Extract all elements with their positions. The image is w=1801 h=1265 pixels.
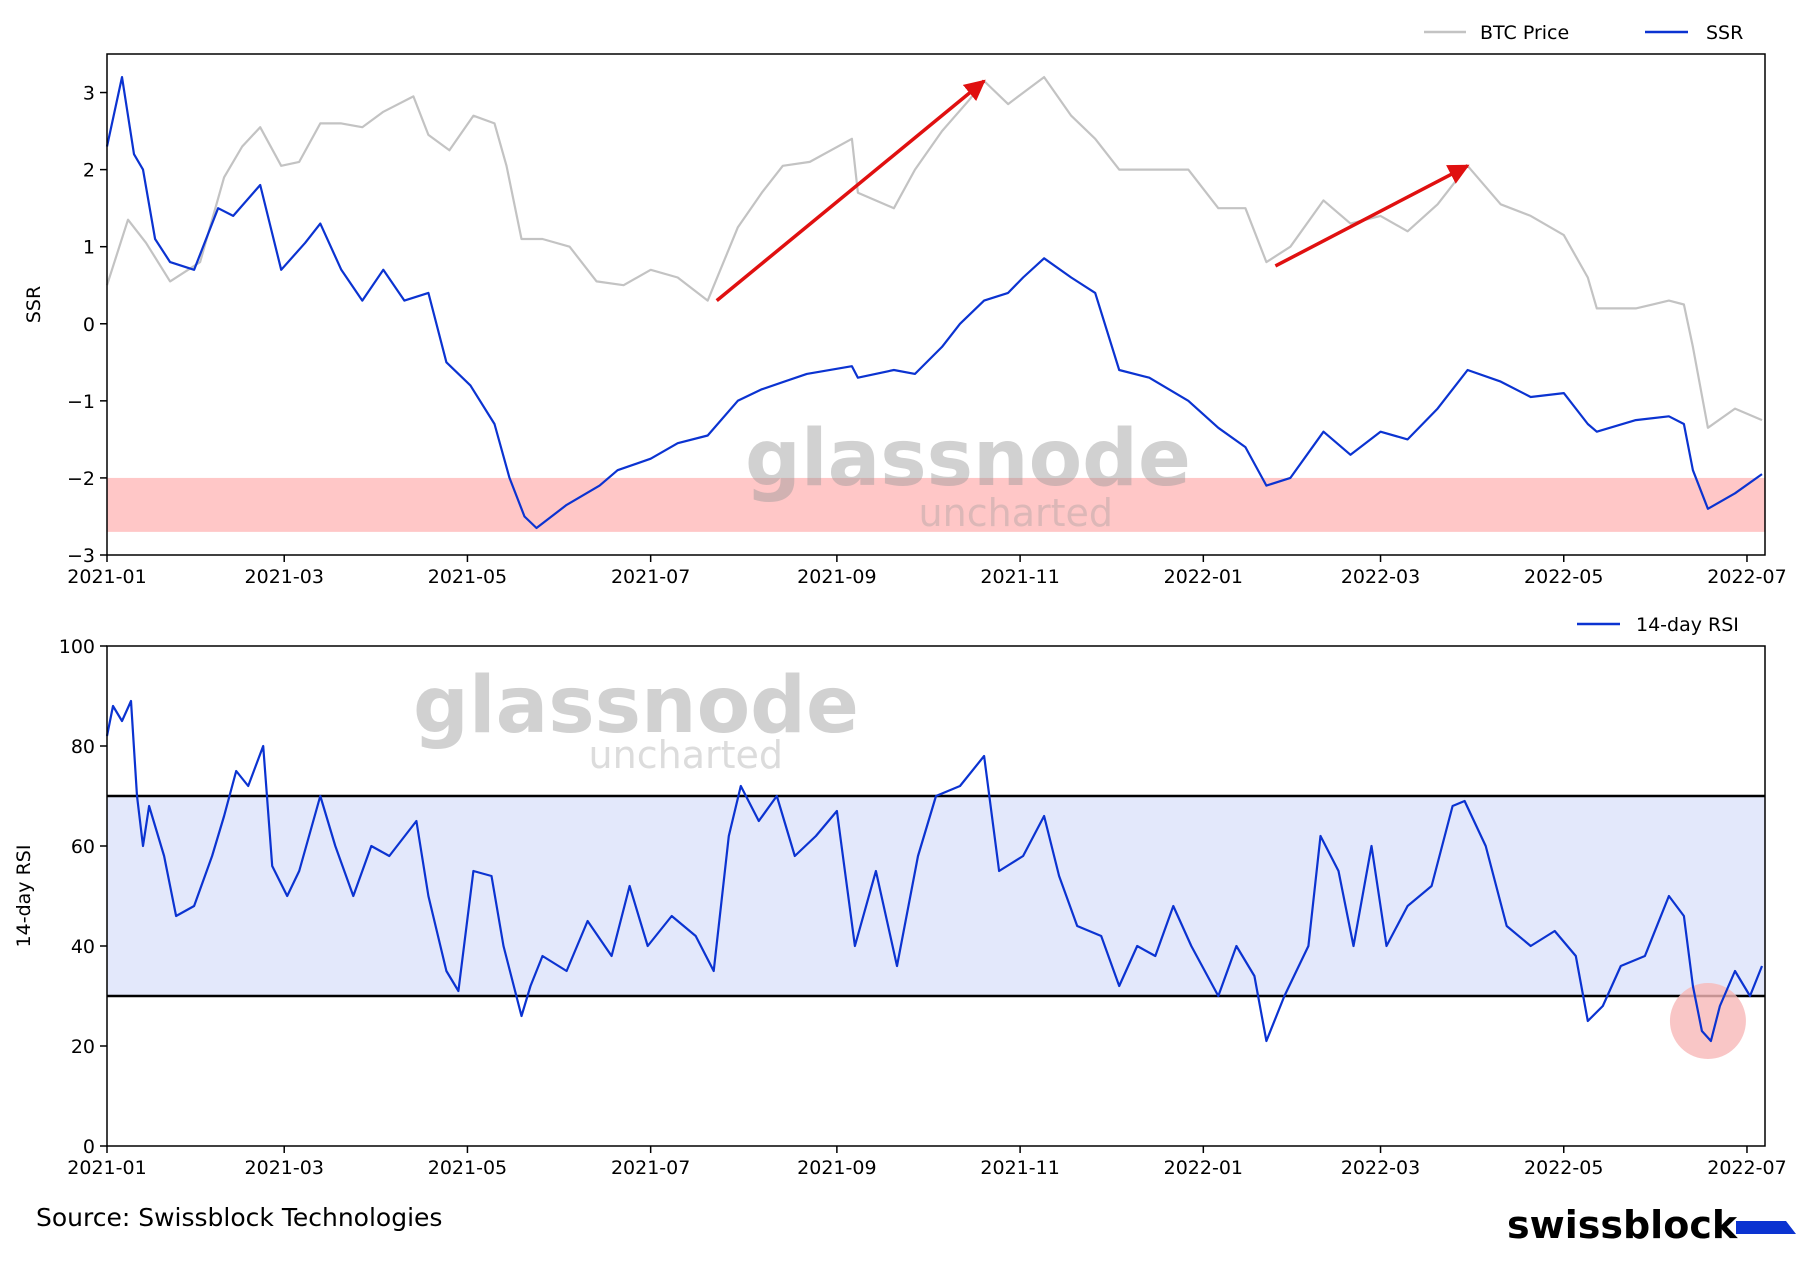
- y-axis-label: 14-day RSI: [13, 845, 35, 948]
- trend-arrow-2: [1274, 164, 1470, 268]
- y-tick-label: 1: [83, 237, 95, 259]
- x-tick-label: 2021-01: [67, 1157, 146, 1179]
- x-tick-label: 2021-09: [797, 566, 876, 588]
- watermark-sub-text: uncharted: [919, 491, 1113, 535]
- x-tick-label: 2021-03: [245, 566, 324, 588]
- y-tick-label: 40: [71, 936, 95, 958]
- watermark-sub-text: uncharted: [589, 733, 783, 777]
- legend-label: SSR: [1706, 22, 1743, 44]
- y-axis-label: SSR: [23, 286, 45, 323]
- x-tick-label: 2022-01: [1164, 1157, 1243, 1179]
- y-tick-label: 20: [71, 1036, 95, 1058]
- x-tick-label: 2021-11: [980, 566, 1059, 588]
- x-tick-label: 2021-01: [67, 566, 146, 588]
- series-line-14-day-rsi: [105, 699, 1764, 1043]
- y-tick-label: 2: [83, 160, 95, 182]
- y-tick-label: −2: [67, 468, 95, 490]
- highlight-circle: [1669, 983, 1746, 1059]
- x-tick-label: 2021-11: [980, 1157, 1059, 1179]
- x-tick-label: 2022-03: [1341, 566, 1420, 588]
- x-tick-label: 2021-03: [245, 1157, 324, 1179]
- y-tick-label: 80: [71, 736, 95, 758]
- y-tick-label: 60: [71, 836, 95, 858]
- threshold-band: [107, 477, 1765, 532]
- trend-arrow-1: [715, 79, 986, 302]
- x-tick-label: 2022-07: [1707, 566, 1786, 588]
- x-tick-label: 2022-01: [1164, 566, 1243, 588]
- threshold-band: [107, 796, 1765, 996]
- brand-logo-text: swissblock: [1507, 1203, 1738, 1247]
- y-tick-label: 0: [83, 1136, 95, 1158]
- x-tick-label: 2021-05: [428, 1157, 507, 1179]
- x-tick-label: 2021-05: [428, 566, 507, 588]
- x-tick-label: 2021-07: [611, 566, 690, 588]
- source-note: Source: Swissblock Technologies: [36, 1203, 442, 1232]
- y-tick-label: 3: [83, 83, 95, 105]
- watermark-logo-text: glassnode: [413, 661, 859, 751]
- y-tick-label: 0: [83, 314, 95, 336]
- legend-label: 14-day RSI: [1636, 614, 1739, 636]
- x-tick-label: 2022-05: [1524, 566, 1603, 588]
- plot-frame: [106, 645, 1766, 1147]
- y-tick-label: −3: [67, 545, 95, 567]
- x-tick-label: 2021-07: [611, 1157, 690, 1179]
- x-tick-label: 2022-07: [1707, 1157, 1786, 1179]
- x-tick-label: 2022-05: [1524, 1157, 1603, 1179]
- brand-logo-mark: [1736, 1221, 1796, 1234]
- x-tick-label: 2022-03: [1341, 1157, 1420, 1179]
- x-tick-label: 2021-09: [797, 1157, 876, 1179]
- y-tick-label: 100: [59, 636, 95, 658]
- watermark-logo-text: glassnode: [745, 414, 1191, 504]
- series-line-ssr: [105, 76, 1763, 530]
- y-tick-label: −1: [67, 391, 95, 413]
- legend-label: BTC Price: [1480, 22, 1569, 44]
- series-line-btc-price: [105, 76, 1763, 429]
- plot-frame: [106, 53, 1766, 556]
